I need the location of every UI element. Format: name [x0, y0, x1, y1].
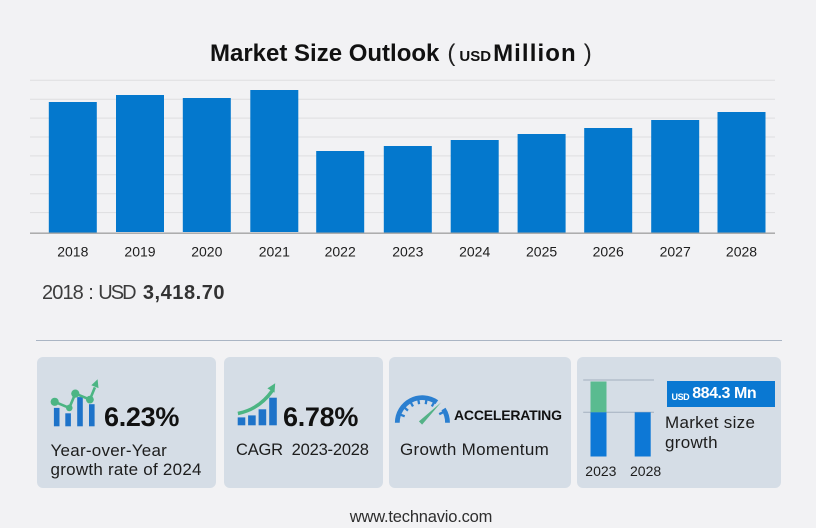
svg-text:2026: 2026 — [593, 244, 624, 260]
svg-text:2023: 2023 — [392, 244, 423, 260]
svg-text:2022: 2022 — [325, 244, 356, 260]
svg-text:2019: 2019 — [124, 244, 155, 260]
svg-text:2020: 2020 — [191, 244, 222, 260]
svg-text:2027: 2027 — [660, 244, 691, 260]
svg-text:2028: 2028 — [726, 244, 757, 260]
svg-text:2018: 2018 — [57, 244, 88, 260]
svg-text:2021: 2021 — [259, 244, 290, 260]
svg-text:2025: 2025 — [526, 244, 557, 260]
svg-text:2024: 2024 — [459, 244, 490, 260]
